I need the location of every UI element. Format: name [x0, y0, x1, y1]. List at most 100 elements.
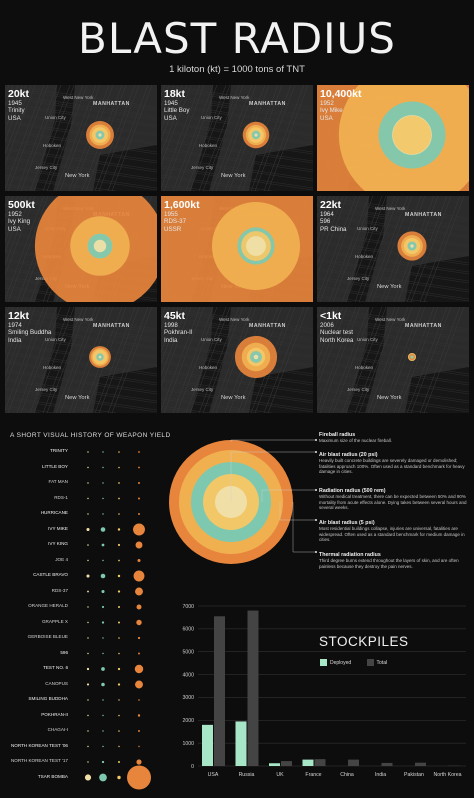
map-label-manhattan: MANHATTAN: [249, 323, 286, 329]
street: [198, 85, 240, 191]
street: [406, 307, 448, 413]
history-airblast-dot: [102, 513, 104, 515]
history-fireball-dot: [87, 761, 89, 763]
x-tick-label: UK: [276, 772, 284, 778]
street: [161, 407, 197, 413]
street: [5, 176, 104, 191]
history-radiation-dot: [118, 745, 120, 748]
y-tick-label: 7000: [182, 604, 194, 610]
stockpiles-legend: Deployed Total: [320, 659, 401, 666]
bar-total: [415, 762, 426, 766]
street: [161, 85, 179, 131]
map-label-manhattan: MANHATTAN: [249, 101, 286, 107]
legend-item-desc: Without medical treatment, there can be …: [319, 494, 467, 511]
street: [161, 362, 313, 386]
history-thermal-dot: [138, 745, 140, 748]
street: [317, 222, 469, 246]
street: [317, 249, 469, 273]
weapon-yield: 10,400kt: [320, 88, 362, 100]
history-fireball-dot: [87, 497, 89, 500]
street: [5, 353, 157, 377]
map-label-union-city: Union City: [357, 226, 378, 231]
street: [317, 233, 469, 257]
x-tick-label: Russia: [239, 772, 255, 778]
street: [161, 307, 192, 388]
history-row: TRINITY: [0, 448, 160, 460]
stockpiles-title: STOCKPILES: [319, 634, 409, 649]
street: [161, 389, 313, 413]
legend-item-title: Thermal radiation radius: [319, 552, 381, 558]
street: [107, 307, 149, 413]
history-thermal-dot: [138, 497, 140, 500]
street: [317, 196, 326, 218]
street: [5, 86, 157, 110]
street: [161, 360, 313, 384]
street: [5, 296, 41, 302]
street: [98, 85, 140, 191]
weapon-name: Ivy King: [8, 218, 31, 226]
street: [5, 307, 14, 329]
history-thermal-dot: [133, 523, 145, 536]
street: [317, 213, 469, 237]
map-label-hoboken: Hoboken: [43, 365, 62, 370]
weapon-yield: 22kt: [320, 199, 342, 211]
street: [5, 360, 157, 384]
street: [161, 326, 313, 350]
weapon-year: 1952: [320, 100, 334, 107]
weapon-label: 45kt 1998 Pokhran-II India: [164, 310, 193, 344]
street: [317, 251, 469, 275]
street: [367, 307, 409, 413]
y-tick-label: 4000: [182, 672, 194, 678]
street: [317, 215, 469, 239]
weapon-label: 20kt 1945 Trinity USA: [8, 88, 29, 122]
bay: [93, 145, 157, 191]
map-label-manhattan: MANHATTAN: [93, 101, 130, 107]
legend-item: Fireball radius Maximum size of the nucle…: [319, 432, 469, 444]
street: [423, 307, 465, 413]
history-fireball-dot: [87, 652, 89, 655]
history-row: NORTH KOREAN TEST '06: [0, 743, 160, 755]
street: [317, 319, 469, 343]
street: [406, 196, 448, 302]
legend-item: Air blast radius (20 psi) Heavily built c…: [319, 452, 469, 475]
map-label-jersey-city: Jersey City: [191, 165, 214, 170]
blast-rings: [407, 352, 417, 362]
street: [185, 307, 227, 413]
weapon-yield: 45kt: [164, 310, 186, 322]
street: [5, 389, 157, 413]
street: [5, 307, 19, 343]
history-row: HURRICANE: [0, 510, 160, 522]
bay: [405, 256, 469, 302]
street: [161, 308, 313, 332]
street: [161, 307, 175, 343]
street: [317, 199, 469, 223]
street: [46, 85, 88, 191]
street: [5, 129, 157, 153]
street: [5, 333, 157, 357]
street: [319, 307, 361, 413]
history-radiation-dot: [118, 482, 120, 484]
weapon-label: 12kt 1974 Smiling Buddha India: [8, 310, 51, 344]
street: [215, 85, 257, 191]
street: [5, 165, 157, 189]
street: [176, 85, 218, 191]
street: [317, 196, 331, 232]
weapon-year: 1945: [164, 100, 178, 107]
ring-fireball: [98, 355, 102, 359]
map-label-west-new-york: West New York: [63, 317, 94, 322]
history-thermal-dot: [138, 466, 140, 469]
street: [161, 307, 313, 330]
weapon-yield: 18kt: [164, 88, 186, 100]
street: [5, 196, 19, 232]
history-row: GERBOISE BLEUE: [0, 634, 160, 646]
history-fireball-dot: [87, 606, 89, 608]
weapon-year: 1955: [164, 211, 178, 218]
bar-total: [281, 761, 292, 766]
street: [317, 308, 469, 332]
street: [5, 131, 157, 155]
legend-item: Radiation radius (500 rem) Without medica…: [319, 488, 469, 511]
history-thermal-dot: [136, 604, 142, 610]
blast-map-grid: West New York MANHATTAN Union City Hoboken J…: [5, 85, 469, 413]
street: [317, 307, 335, 353]
